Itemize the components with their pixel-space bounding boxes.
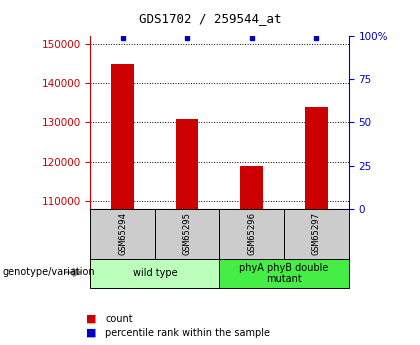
Text: phyA phyB double
mutant: phyA phyB double mutant [239,263,329,284]
Bar [111,64,134,209]
Bar [305,107,328,209]
Text: genotype/variation: genotype/variation [2,267,95,277]
Text: ■: ■ [86,314,97,324]
Text: percentile rank within the sample: percentile rank within the sample [105,328,270,338]
Text: GDS1702 / 259544_at: GDS1702 / 259544_at [139,12,281,25]
Bar [176,119,199,209]
Text: GSM65295: GSM65295 [183,212,192,255]
Text: count: count [105,314,133,324]
Text: GSM65297: GSM65297 [312,212,321,255]
Text: wild type: wild type [133,268,177,278]
Text: GSM65296: GSM65296 [247,212,256,255]
Text: GSM65294: GSM65294 [118,212,127,255]
Bar [240,166,263,209]
Text: ■: ■ [86,328,97,338]
